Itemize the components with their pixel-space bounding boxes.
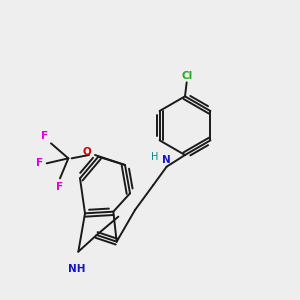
Text: N: N	[162, 155, 171, 165]
Text: F: F	[35, 158, 43, 168]
Text: O: O	[82, 147, 91, 157]
Text: Cl: Cl	[181, 71, 192, 81]
Text: F: F	[56, 182, 64, 192]
Text: H: H	[151, 152, 159, 162]
Text: NH: NH	[68, 264, 85, 274]
Text: F: F	[41, 131, 48, 141]
